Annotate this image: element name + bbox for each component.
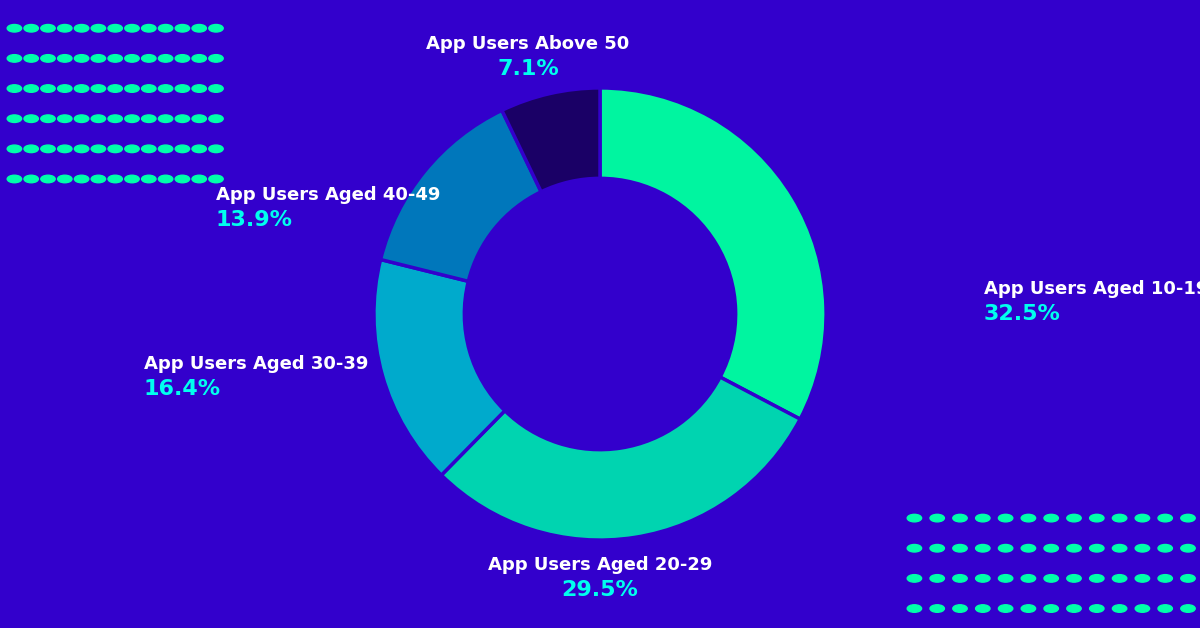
Text: 16.4%: 16.4% [144, 379, 221, 399]
Wedge shape [502, 88, 600, 192]
Text: 13.9%: 13.9% [216, 210, 293, 230]
Wedge shape [442, 377, 800, 540]
Wedge shape [600, 88, 826, 419]
Text: App Users Aged 40-49: App Users Aged 40-49 [216, 186, 440, 203]
Text: App Users Aged 10-19: App Users Aged 10-19 [984, 280, 1200, 298]
Text: 32.5%: 32.5% [984, 304, 1061, 324]
Wedge shape [380, 111, 541, 281]
Text: App Users Aged 20-29: App Users Aged 20-29 [488, 556, 712, 574]
Wedge shape [374, 259, 505, 475]
Text: 7.1%: 7.1% [497, 59, 559, 79]
Text: 29.5%: 29.5% [562, 580, 638, 600]
Text: App Users Aged 30-39: App Users Aged 30-39 [144, 355, 368, 373]
Text: App Users Above 50: App Users Above 50 [426, 35, 630, 53]
